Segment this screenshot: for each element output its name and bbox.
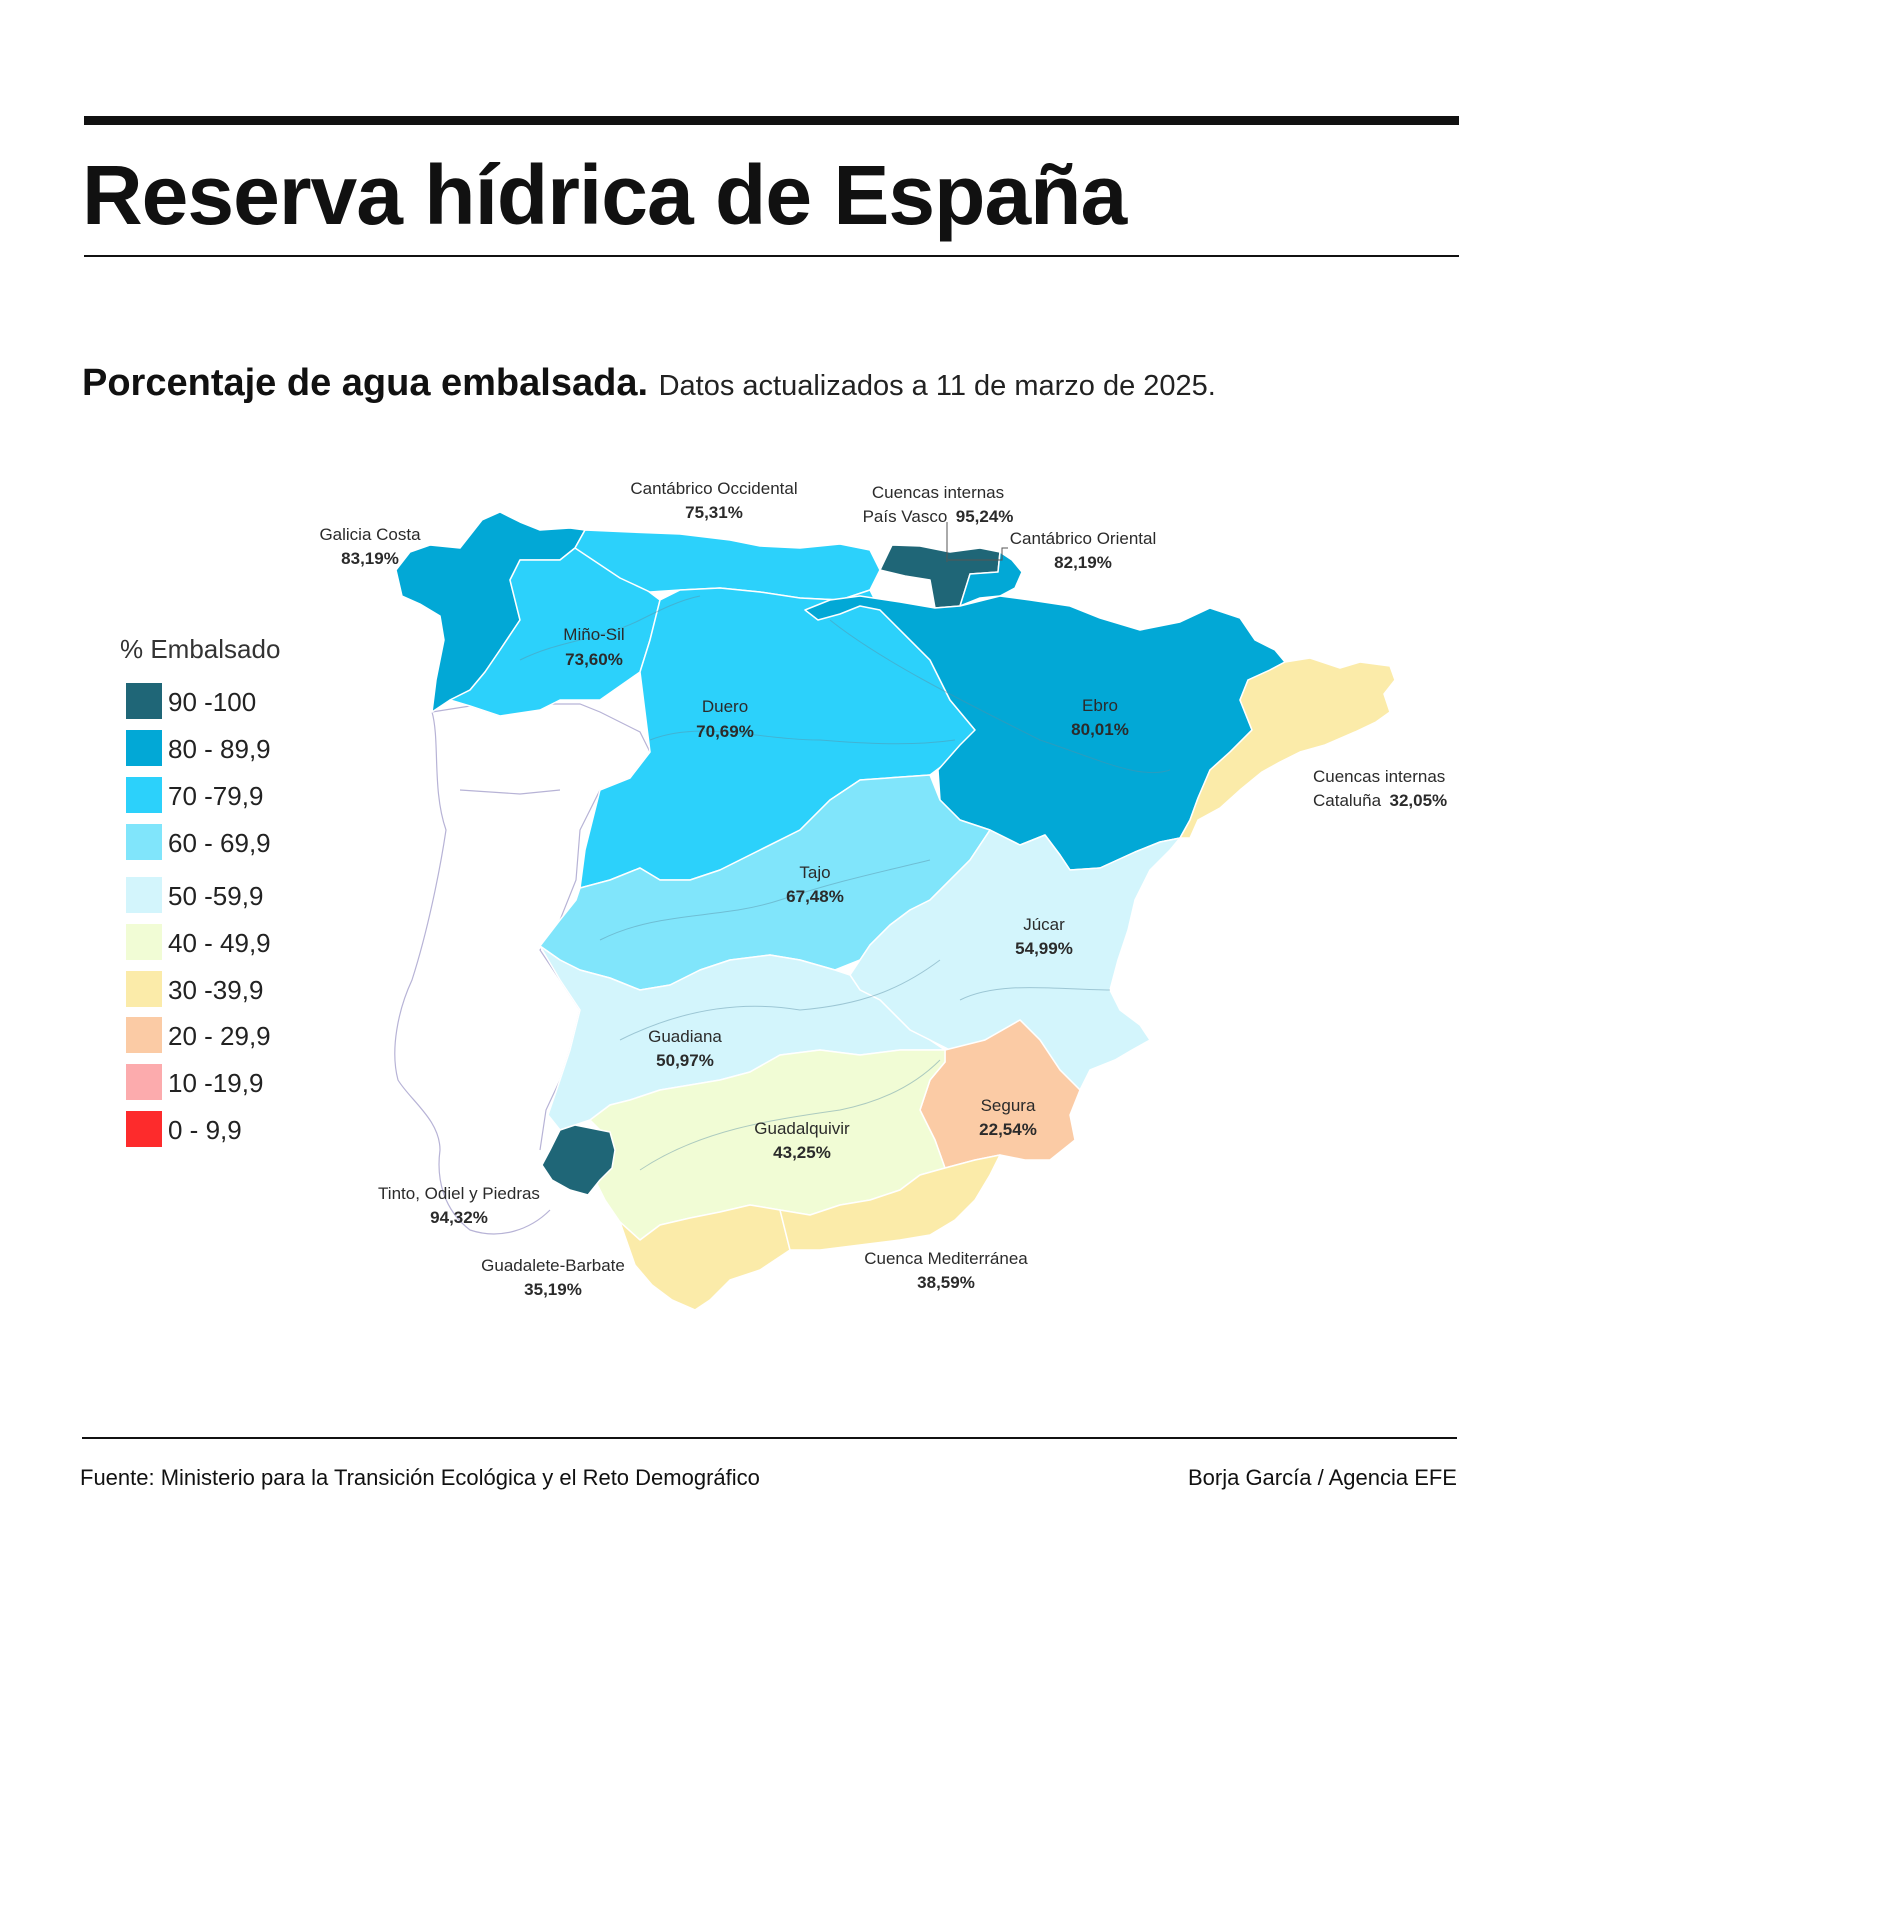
value-cataluna: 32,05% — [1390, 791, 1448, 810]
subtitle-date: Datos actualizados a 11 de marzo de 2025… — [658, 370, 1216, 402]
legend-swatch — [126, 924, 162, 960]
legend-swatch — [126, 1017, 162, 1053]
label-pais-vasco: Cuencas internas — [872, 483, 1004, 502]
label-pais-vasco-name: País Vasco — [863, 507, 948, 526]
basin-cataluna — [1179, 657, 1396, 839]
label-segura: Segura — [981, 1096, 1036, 1115]
basin-tinto-odiel — [541, 1124, 616, 1196]
top-rule — [84, 116, 1459, 125]
value-segura: 22,54% — [979, 1120, 1037, 1139]
label-pais-vasco-line2: País Vasco 95,24% — [863, 507, 1014, 526]
label-cataluna-name: Cataluña — [1313, 791, 1382, 810]
value-duero: 70,69% — [696, 722, 754, 741]
subtitle: Porcentaje de agua embalsada. Datos actu… — [82, 358, 1216, 411]
value-guadalete-barbate: 35,19% — [524, 1280, 582, 1299]
value-mino-sil: 73,60% — [565, 650, 623, 669]
label-guadalquivir: Guadalquivir — [754, 1119, 850, 1138]
rivers — [519, 595, 1171, 1171]
legend-swatch — [126, 824, 162, 860]
label-guadiana: Guadiana — [648, 1027, 722, 1046]
value-pais-vasco: 95,24% — [956, 507, 1014, 526]
label-tajo: Tajo — [799, 863, 830, 882]
label-cantabrico-oriental: Cantábrico Oriental — [1010, 529, 1156, 548]
legend-swatch — [126, 971, 162, 1007]
basin-jucar — [849, 829, 1181, 1091]
map-labels: Galicia Costa 83,19% Cantábrico Occident… — [319, 479, 1447, 1299]
legend-label: 50 -59,9 — [168, 881, 264, 911]
label-cataluna: Cuencas internas — [1313, 767, 1445, 786]
legend-label: 60 - 69,9 — [168, 828, 271, 858]
label-jucar: Júcar — [1023, 915, 1065, 934]
legend-label: 80 - 89,9 — [168, 734, 271, 764]
label-cuenca-mediterranea: Cuenca Mediterránea — [864, 1249, 1028, 1268]
page-title: Reserva hídrica de España — [82, 148, 1127, 242]
value-cuenca-mediterranea: 38,59% — [917, 1273, 975, 1292]
label-duero: Duero — [702, 697, 748, 716]
label-ebro: Ebro — [1082, 696, 1118, 715]
value-jucar: 54,99% — [1015, 939, 1073, 958]
legend-swatch — [126, 877, 162, 913]
label-mino-sil: Miño-Sil — [563, 625, 624, 644]
legend-label: 30 -39,9 — [168, 975, 264, 1005]
label-cataluna-line2: Cataluña 32,05% — [1313, 791, 1447, 810]
legend-label: 20 - 29,9 — [168, 1021, 271, 1051]
legend-title: % Embalsado — [120, 634, 281, 664]
legend-label: 90 -100 — [168, 687, 257, 717]
legend-swatch — [126, 777, 162, 813]
label-guadalete-barbate: Guadalete-Barbate — [481, 1256, 625, 1275]
value-tajo: 67,48% — [786, 887, 844, 906]
basins — [395, 511, 1396, 1311]
legend-swatch — [126, 1064, 162, 1100]
value-cantabrico-occidental: 75,31% — [685, 503, 743, 522]
value-ebro: 80,01% — [1071, 720, 1129, 739]
footer-divider — [82, 1437, 1457, 1439]
label-galicia-costa: Galicia Costa — [319, 525, 421, 544]
subtitle-bold: Porcentaje de agua embalsada. — [82, 362, 649, 404]
leader-lines — [946, 522, 1008, 562]
value-guadiana: 50,97% — [656, 1051, 714, 1070]
basin-guadalete-barbate — [619, 1204, 791, 1311]
value-tinto-odiel: 94,32% — [430, 1208, 488, 1227]
value-galicia-costa: 83,19% — [341, 549, 399, 568]
source-text: Fuente: Ministerio para la Transición Ec… — [80, 1465, 760, 1490]
spain-basin-map: Galicia Costa 83,19% Cantábrico Occident… — [319, 479, 1447, 1311]
legend-swatch — [126, 683, 162, 719]
legend-label: 10 -19,9 — [168, 1068, 264, 1098]
credit-text: Borja García / Agencia EFE — [1187, 1465, 1457, 1490]
legend-label: 40 - 49,9 — [168, 928, 271, 958]
value-guadalquivir: 43,25% — [773, 1143, 831, 1162]
label-tinto-odiel: Tinto, Odiel y Piedras — [378, 1184, 540, 1203]
legend-swatch — [126, 1111, 162, 1147]
legend-label: 0 - 9,9 — [168, 1115, 242, 1145]
value-cantabrico-oriental: 82,19% — [1054, 553, 1112, 572]
title-divider — [84, 255, 1459, 257]
basin-cantabrico-oriental — [959, 551, 1023, 607]
label-cantabrico-occidental: Cantábrico Occidental — [630, 479, 797, 498]
legend-swatch — [126, 730, 162, 766]
legend-label: 70 -79,9 — [168, 781, 264, 811]
basin-cuenca-mediterranea — [779, 1154, 1001, 1251]
